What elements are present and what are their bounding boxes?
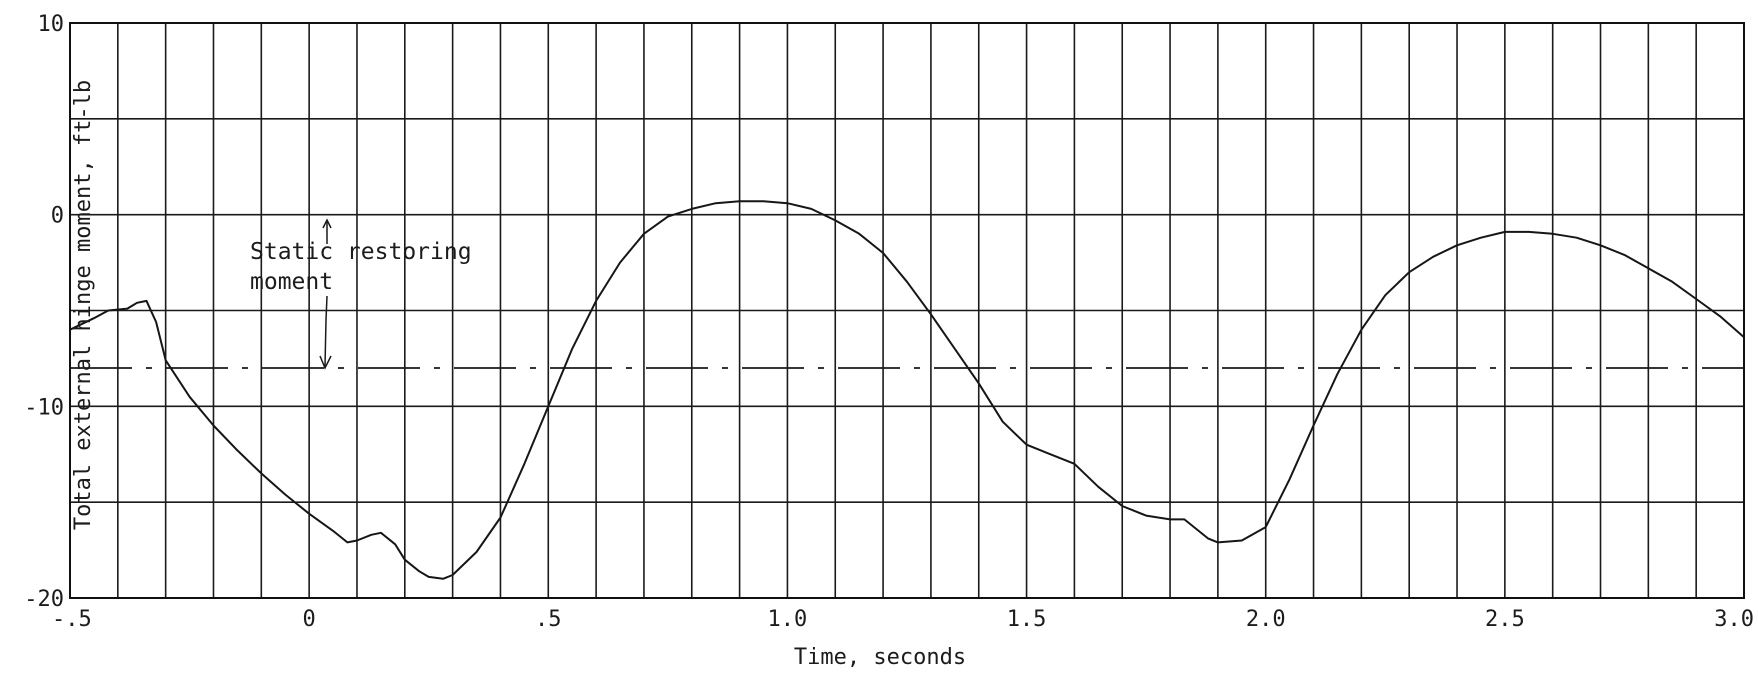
x-axis-label: Time, seconds bbox=[794, 645, 966, 670]
x-tick-labels: -.5 0 .5 1.0 1.5 2.0 2.5 3.0 bbox=[52, 607, 1754, 632]
y-tick-label: 10 bbox=[38, 12, 65, 37]
x-tick-label: 1.5 bbox=[1007, 607, 1047, 632]
hinge-moment-series-line bbox=[69, 200, 1745, 580]
x-tick-label: 2.5 bbox=[1485, 607, 1525, 632]
x-tick-label: 1.0 bbox=[768, 607, 808, 632]
x-tick-label: 0 bbox=[303, 607, 316, 632]
x-tick-label: 3.0 bbox=[1714, 607, 1754, 632]
annotation-text-line2: moment bbox=[250, 269, 333, 295]
x-tick-label: 2.0 bbox=[1246, 607, 1286, 632]
y-tick-labels: 10 0 -10 -20 bbox=[24, 12, 64, 612]
y-tick-label: -10 bbox=[24, 395, 64, 420]
plot-frame bbox=[69, 22, 1745, 599]
y-axis-label: Total external hinge moment, ft-lb bbox=[71, 80, 96, 530]
y-tick-label: 0 bbox=[51, 204, 64, 229]
y-tick-label: -20 bbox=[24, 587, 64, 612]
annotation-arrow-up bbox=[322, 218, 332, 244]
x-tick-label: -.5 bbox=[52, 607, 92, 632]
plot-grid bbox=[69, 22, 1745, 599]
x-tick-label: .5 bbox=[535, 607, 562, 632]
annotation-arrow-down bbox=[319, 295, 332, 370]
annotation-text-line1: Static restoring bbox=[250, 239, 472, 265]
